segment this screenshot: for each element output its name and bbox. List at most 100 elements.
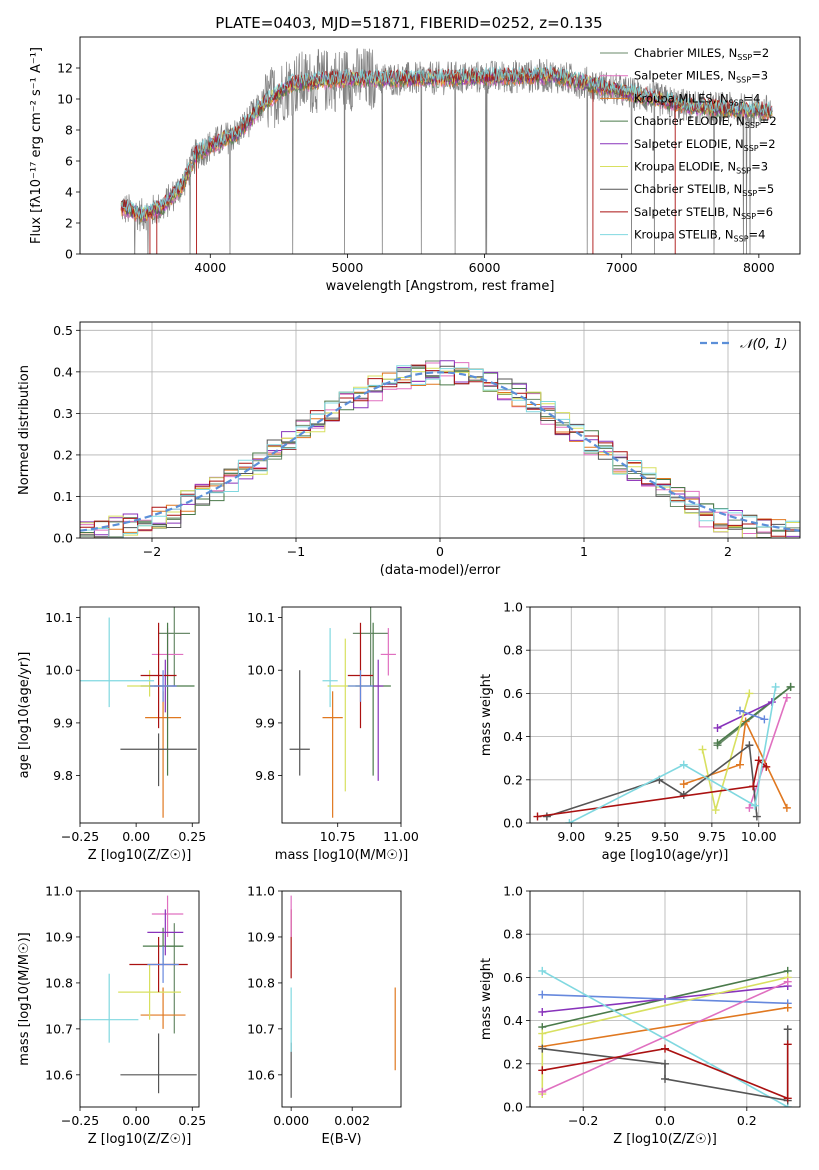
legend-subscript: SSP — [737, 53, 752, 62]
y-tick-label: 10.1 — [45, 610, 73, 625]
y-tick-label: 10.8 — [247, 975, 275, 990]
weight-marker — [745, 689, 754, 698]
x-tick-label: −0.25 — [61, 829, 99, 844]
legend-suffix: =3 — [751, 160, 768, 174]
x-tick-label: 0.2 — [737, 1113, 757, 1128]
y-tick-label: 0.0 — [503, 1100, 523, 1115]
plot-area — [80, 607, 197, 818]
weight-marker — [783, 1025, 792, 1034]
weight-marker — [783, 1003, 792, 1012]
x-tick-label: 7000 — [606, 260, 638, 275]
x-tick-label: −2 — [143, 544, 161, 559]
y-tick-label: 0.1 — [53, 489, 73, 504]
legend-label: Kroupa MILES, N — [634, 91, 729, 105]
y-tick-label: 10 — [57, 92, 73, 107]
legend-label: Salpeter MILES, N — [634, 69, 736, 83]
legend-suffix: =2 — [759, 137, 776, 151]
weight-marker — [745, 741, 754, 750]
weight-marker — [661, 1044, 669, 1053]
x-tick-label: 0.25 — [178, 1113, 206, 1128]
weight-marker — [752, 812, 761, 821]
plot-area — [533, 682, 795, 823]
x-tick-label: 0 — [436, 544, 444, 559]
legend-entry: Salpeter ELODIE, NSSP=2 — [634, 137, 776, 153]
weight-line — [739, 709, 765, 721]
x-tick-label: 0.00 — [122, 1113, 150, 1128]
plot-area — [80, 360, 800, 538]
y-tick-label: 10.1 — [247, 610, 275, 625]
weight-marker — [565, 819, 574, 823]
plot-area — [80, 895, 197, 1094]
weight-marker — [783, 1040, 792, 1049]
weight-marker — [713, 739, 722, 748]
legend-subscript: SSP — [745, 121, 760, 130]
weight-marker — [786, 682, 795, 691]
weight-line — [748, 697, 788, 809]
weight-line — [569, 686, 777, 823]
x-tick-label: 11.00 — [383, 829, 419, 844]
weight-line — [542, 1044, 789, 1100]
y-tick-label: 10.6 — [247, 1067, 275, 1082]
panel-age-vs-z: −0.25 0.00 0.25 9.8 9.9 10.0 10.1 Z [log10(Z/Z☉… — [17, 606, 206, 863]
y-tick-label: 9.8 — [255, 768, 275, 783]
weight-marker — [711, 806, 720, 815]
axes-frame — [281, 890, 402, 1108]
weight-line — [717, 701, 773, 729]
y-tick-label: 10.9 — [247, 929, 275, 944]
x-tick-label: 0.0 — [655, 1113, 675, 1128]
weight-marker — [782, 693, 791, 702]
legend-entry: Kroupa STELIB, NSSP=4 — [634, 228, 765, 244]
y-tick-label: 10.9 — [45, 929, 73, 944]
chart-title: PLATE=0403, MJD=51871, FIBERID=0252, z=0… — [215, 14, 602, 32]
legend-subscript: SSP — [741, 212, 756, 221]
legend-entry: Salpeter STELIB, NSSP=6 — [634, 205, 773, 221]
y-tick-label: 12 — [57, 61, 73, 76]
y-tick-label: 9.9 — [255, 715, 275, 730]
y-tick-label: 0.2 — [503, 1056, 523, 1071]
y-tick-label: 9.9 — [53, 715, 73, 730]
weight-marker — [538, 1087, 547, 1096]
legend-label: Kroupa STELIB, N — [634, 228, 734, 242]
weight-marker — [754, 756, 763, 765]
y-tick-label: 11.0 — [45, 884, 73, 899]
x-tick-label: 0.00 — [122, 829, 150, 844]
axes-frame — [529, 606, 801, 824]
model-spectrum-line — [120, 65, 773, 219]
axes-frame — [79, 606, 200, 824]
panel-mass-vs-z: −0.25 0.00 0.25 10.6 10.7 10.8 10.9 11.0 Z [log1… — [17, 884, 206, 1148]
legend-suffix: =4 — [744, 91, 761, 105]
weight-marker — [783, 1094, 792, 1103]
y-tick-label: 0.4 — [53, 364, 73, 379]
legend-entry: Salpeter MILES, NSSP=3 — [634, 69, 768, 85]
panel-spectrum: 4000 5000 6000 7000 8000 0 2 4 6 8 10 12 wavelength … — [29, 36, 801, 294]
weight-marker — [736, 706, 744, 715]
weight-marker — [771, 682, 780, 691]
weight-marker — [783, 977, 792, 986]
weight-marker — [538, 1029, 547, 1038]
x-tick-label: 10.75 — [320, 829, 356, 844]
legend-subscript: SSP — [742, 189, 757, 198]
y-tick-label: 10.7 — [45, 1021, 73, 1036]
y-tick-label: 0.8 — [503, 927, 523, 942]
x-axis-label: Z [log10(Z/Z☉)] — [613, 1132, 717, 1147]
y-tick-label: 0.6 — [503, 970, 523, 985]
x-tick-label: 8000 — [743, 260, 775, 275]
weight-line — [542, 1006, 788, 1048]
panel-residuals: −2 −1 0 1 2 0.0 0.1 0.2 0.3 0.4 0.5 (data-model)/er… — [17, 321, 801, 578]
weight-marker — [751, 801, 759, 810]
x-tick-label: −0.2 — [568, 1113, 598, 1128]
x-tick-label: 9.25 — [604, 829, 632, 844]
x-tick-label: 0.25 — [178, 829, 206, 844]
y-tick-label: 0.5 — [53, 323, 73, 338]
x-axis-label: Z [log10(Z/Z☉)] — [88, 848, 192, 863]
legend-subscript: SSP — [729, 98, 744, 107]
plot-area — [290, 895, 396, 1098]
x-tick-label: 10.00 — [741, 829, 777, 844]
x-tick-label: 4000 — [194, 260, 226, 275]
x-axis-label: Z [log10(Z/Z☉)] — [88, 1132, 192, 1147]
legend-suffix: =4 — [749, 228, 766, 242]
normal-distribution-curve — [80, 371, 800, 532]
weight-marker — [661, 1074, 669, 1083]
